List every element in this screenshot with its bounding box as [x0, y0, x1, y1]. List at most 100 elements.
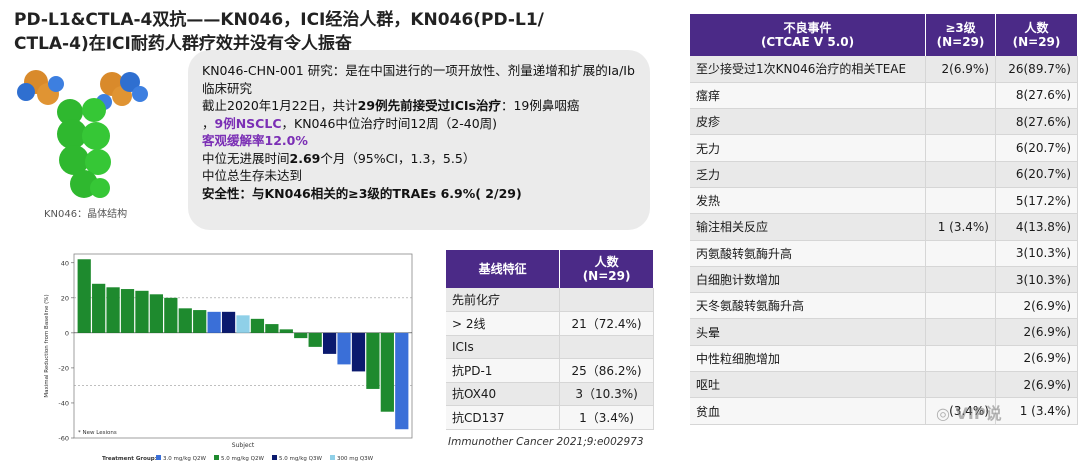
waterfall-bar — [265, 324, 279, 333]
slide-title: PD-L1&CTLA-4双抗——KN046，ICI经治人群，KN046(PD-L… — [14, 8, 574, 56]
ae-row: 贫血 (3.4%) 1 (3.4%) — [690, 397, 1078, 425]
ae-grade3-cell — [925, 82, 996, 110]
baseline-count-cell: 25（86.2%) — [559, 358, 654, 383]
ae-count-cell: 6(20.7%) — [995, 161, 1078, 188]
ae-event-cell: 至少接受过1次KN046治疗的相关TEAE — [690, 56, 927, 83]
baseline-feature-cell: 抗CD137 — [446, 405, 561, 430]
summary-pfs: 中位无进展时间2.69个月（95%CI，1.3，5.5） — [202, 150, 476, 166]
baseline-header-feature: 基线特征 — [446, 250, 561, 288]
y-tick-label: 20 — [61, 294, 69, 302]
legend-swatch — [214, 455, 219, 460]
baseline-feature-cell: 抗PD-1 — [446, 358, 561, 383]
legend-swatch — [272, 455, 277, 460]
waterfall-bar — [135, 290, 149, 333]
waterfall-bar — [106, 287, 120, 333]
y-tick-label: 0 — [65, 329, 69, 337]
ae-header-count: 人数 (N=29) — [995, 14, 1078, 56]
title-line-1: PD-L1&CTLA-4双抗——KN046，ICI经治人群，KN046(PD-L… — [14, 10, 544, 30]
ae-count-cell: 8(27.6%) — [995, 82, 1078, 110]
ae-grade3-cell: 1 (3.4%) — [925, 213, 996, 241]
molecule-structure-image — [17, 70, 148, 198]
ae-row: 无力 6(20.7%) — [690, 134, 1078, 162]
baseline-count-cell — [559, 288, 654, 312]
ae-row: 乏力 6(20.7%) — [690, 161, 1078, 188]
ae-row: 呕吐 2(6.9%) — [690, 371, 1078, 399]
baseline-count-cell: 21（72.4%) — [559, 311, 654, 336]
title-line-2: CTLA-4)在ICI耐药人群疗效并没有令人振奋 — [14, 34, 352, 54]
ae-row: 丙氨酸转氨酶升高 3(10.3%) — [690, 240, 1078, 267]
ae-event-cell: 贫血 — [690, 397, 927, 425]
baseline-table: 基线特征 人数 (N=29) 先前化疗 > 2线 21（72.4%) ICIs 抗PD-… — [446, 250, 654, 430]
waterfall-bar — [337, 332, 351, 365]
ae-grade3-cell — [925, 187, 996, 215]
baseline-row: 抗CD137 1（3.4%) — [446, 405, 654, 430]
baseline-row: 抗OX40 3（10.3%) — [446, 382, 654, 406]
waterfall-bar — [236, 315, 250, 333]
ae-event-cell: 呕吐 — [690, 371, 927, 399]
ae-event-cell: 中性粒细胞增加 — [690, 345, 927, 373]
y-tick-label: -20 — [58, 364, 69, 372]
legend-label: 5.0 mg/kg Q3W — [279, 456, 322, 462]
waterfall-bar — [207, 311, 221, 333]
ae-event-cell: 天冬氨酸转氨酶升高 — [690, 292, 927, 320]
baseline-count-cell: 1（3.4%) — [559, 405, 654, 430]
ae-count-cell: 2(6.9%) — [995, 345, 1078, 373]
waterfall-bar — [77, 259, 91, 333]
y-axis-label: Maximal Reduction from Baseline (%) — [44, 294, 50, 397]
molecule-orange-arm — [24, 70, 132, 106]
baseline-feature-cell: ICIs — [446, 335, 561, 359]
legend-label: 5.0 mg/kg Q2W — [221, 456, 264, 462]
ae-row: 至少接受过1次KN046治疗的相关TEAE 2(6.9%) 26(89.7%) — [690, 56, 1078, 83]
waterfall-bar — [193, 310, 207, 333]
legend-label: 300 mg Q3W — [337, 456, 374, 462]
baseline-row: 抗PD-1 25（86.2%) — [446, 358, 654, 383]
summary-safety: 安全性：与KN046相关的≥3级的TRAEs 6.9%( 2/29) — [202, 185, 522, 201]
waterfall-bar — [380, 332, 394, 412]
ae-row: 皮疹 8(27.6%) — [690, 108, 1078, 136]
ae-grade3-cell — [925, 108, 996, 136]
molecule-blue-arm — [17, 72, 148, 110]
waterfall-bar — [250, 318, 265, 333]
waterfall-bar — [164, 297, 178, 333]
y-tick-label: 40 — [61, 259, 69, 267]
ae-event-cell: 瘙痒 — [690, 82, 927, 110]
ae-row: 天冬氨酸转氨酶升高 2(6.9%) — [690, 292, 1078, 320]
waterfall-bar — [322, 332, 337, 354]
ae-grade3-cell — [925, 318, 996, 346]
ae-grade3-cell — [925, 240, 996, 267]
summary-cutoff: 截止2020年1月22日，共计29例先前接受过ICIs治疗：19例鼻咽癌 — [202, 98, 580, 113]
ae-count-cell: 2(6.9%) — [995, 371, 1078, 399]
new-lesions-note: * New Lesions — [78, 430, 117, 436]
summary-orr: 客观缓解率12.0% — [202, 133, 308, 148]
baseline-row: > 2线 21（72.4%) — [446, 311, 654, 336]
baseline-count-cell — [559, 335, 654, 359]
ae-count-cell: 2(6.9%) — [995, 318, 1078, 346]
ae-count-cell: 6(20.7%) — [995, 134, 1078, 162]
waterfall-chart: 40 20 0 -20 -40 -60 Maximal Reduction from Bas… — [44, 253, 413, 462]
ae-grade3-cell: (3.4%) — [925, 397, 996, 425]
ae-count-cell: 8(27.6%) — [995, 108, 1078, 136]
x-axis-label: Subject — [232, 442, 255, 449]
waterfall-bar — [351, 332, 366, 372]
ae-grade3-cell — [925, 292, 996, 320]
baseline-feature-cell: > 2线 — [446, 311, 561, 336]
waterfall-bar — [92, 283, 106, 333]
ae-grade3-cell — [925, 161, 996, 188]
ae-row: 白细胞计数增加 3(10.3%) — [690, 266, 1078, 294]
waterfall-bar — [120, 289, 135, 333]
ae-grade3-cell — [925, 134, 996, 162]
ae-event-cell: 无力 — [690, 134, 927, 162]
legend-swatch — [330, 455, 335, 460]
ae-grade3-cell — [925, 345, 996, 373]
waterfall-bar — [221, 311, 236, 333]
ae-event-cell: 输注相关反应 — [690, 213, 927, 241]
ae-grade3-cell: 2(6.9%) — [925, 56, 996, 83]
study-summary-box: KN046-CHN-001 研究：是在中国进行的一项开放性、剂量递增和扩展的Ia… — [188, 50, 650, 230]
ae-header-row: 不良事件 (CTCAE V 5.0) ≥3级 (N=29) 人数 (N=29) — [690, 14, 1078, 56]
baseline-row: ICIs — [446, 335, 654, 359]
ae-event-cell: 皮疹 — [690, 108, 927, 136]
legend-swatch — [156, 455, 161, 460]
baseline-header-row: 基线特征 人数 (N=29) — [446, 250, 654, 288]
waterfall-bar — [395, 332, 409, 430]
ae-header-event: 不良事件 (CTCAE V 5.0) — [690, 14, 927, 56]
